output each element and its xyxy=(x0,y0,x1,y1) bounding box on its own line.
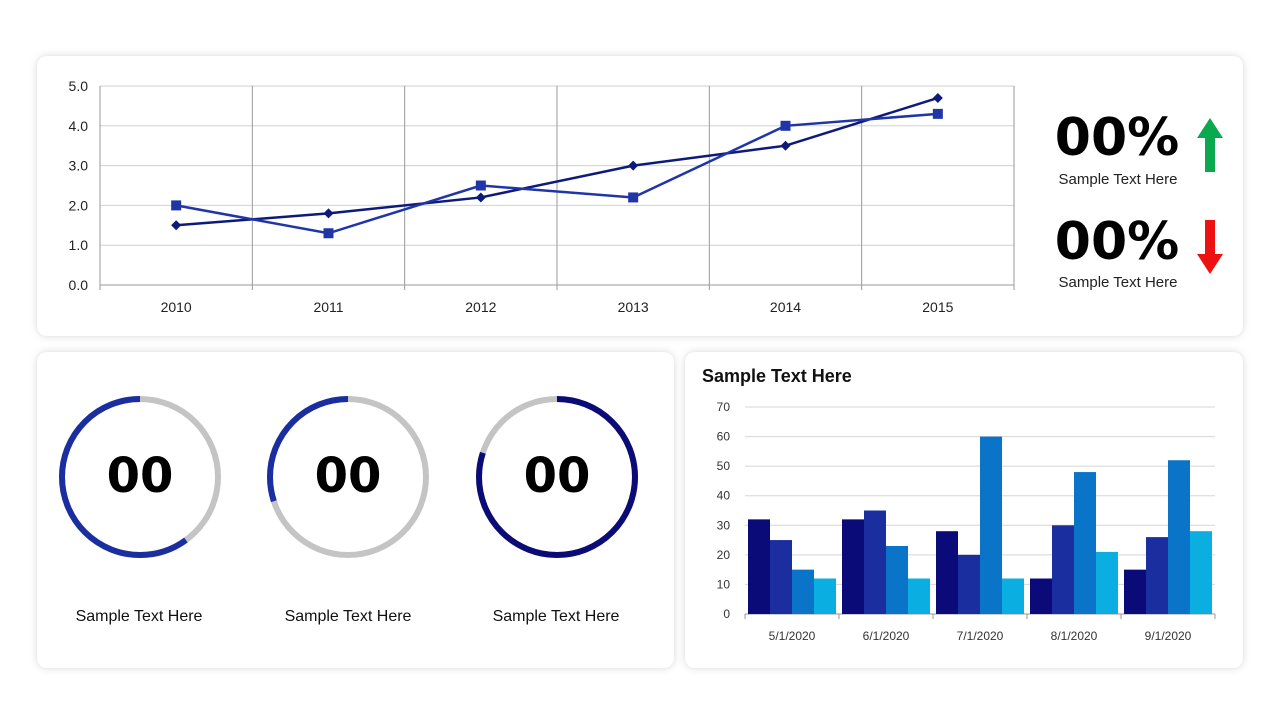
bar-chart: 0 10 20 30 40 50 60 70 5/1/2020 6/1/2020 7/1/2020 8… xyxy=(717,400,1216,643)
x-tick-label: 2011 xyxy=(313,299,343,315)
data-point-square xyxy=(323,228,334,239)
bar xyxy=(748,519,770,614)
bar xyxy=(1124,569,1146,614)
bar xyxy=(1074,472,1096,614)
y-tick-label: 0.0 xyxy=(69,277,89,293)
arrow-down-icon xyxy=(1197,220,1223,274)
ring-label-1: Sample Text Here xyxy=(75,608,203,625)
kpi-value-2: 00% xyxy=(1054,212,1180,272)
bar xyxy=(792,569,814,614)
kpi-value-1: 00% xyxy=(1054,108,1180,168)
ring-value-3: 00 xyxy=(523,448,591,504)
y-tick-label: 30 xyxy=(717,518,731,532)
bar xyxy=(936,531,958,614)
bar-chart-card: Sample Text Here 0 10 20 30 40 50 60 70 5/1/2020… xyxy=(685,352,1243,668)
bar xyxy=(1030,578,1052,614)
y-tick-label: 3.0 xyxy=(69,158,89,174)
y-tick-label: 5.0 xyxy=(69,78,89,94)
x-tick-label: 8/1/2020 xyxy=(1051,629,1098,643)
data-point-diamond xyxy=(171,220,182,231)
ring-progress-arc xyxy=(59,396,221,558)
bar xyxy=(842,519,864,614)
ring-progress-arc xyxy=(476,396,638,558)
data-point-diamond xyxy=(628,160,639,171)
bar xyxy=(1146,537,1168,614)
ring-value-2: 00 xyxy=(314,448,382,504)
data-point-diamond xyxy=(780,140,791,151)
y-tick-label: 60 xyxy=(717,430,731,444)
data-point-diamond xyxy=(475,192,486,203)
bar xyxy=(980,436,1002,614)
bar xyxy=(958,554,980,614)
bar xyxy=(1190,531,1212,614)
x-tick-label: 6/1/2020 xyxy=(863,629,910,643)
data-point-diamond xyxy=(323,208,334,219)
y-tick-label: 50 xyxy=(717,459,731,473)
x-tick-label: 2010 xyxy=(161,299,192,315)
data-point-square xyxy=(171,200,182,211)
bar xyxy=(770,540,792,614)
bar xyxy=(1168,460,1190,614)
ring-progress-arc xyxy=(267,396,429,558)
ring-value-1: 00 xyxy=(106,448,174,504)
series-line-2 xyxy=(175,112,938,235)
x-tick-label: 2014 xyxy=(770,299,801,315)
data-point-square xyxy=(628,192,639,203)
y-tick-label: 1.0 xyxy=(69,237,89,253)
progress-ring-1 xyxy=(59,396,221,558)
data-point-diamond xyxy=(932,92,943,103)
x-tick-label: 2012 xyxy=(465,299,496,315)
y-tick-label: 0 xyxy=(723,607,730,621)
x-tick-label: 5/1/2020 xyxy=(769,629,816,643)
y-tick-label: 4.0 xyxy=(69,118,89,134)
bar xyxy=(814,578,836,614)
progress-ring-3 xyxy=(476,396,638,558)
x-tick-label: 2015 xyxy=(922,299,953,315)
y-tick-label: 70 xyxy=(717,400,731,414)
x-tick-label: 9/1/2020 xyxy=(1145,629,1192,643)
bar-chart-title: Sample Text Here xyxy=(702,366,852,386)
y-tick-label: 40 xyxy=(717,489,731,503)
x-tick-label: 2013 xyxy=(618,299,649,315)
progress-ring-2 xyxy=(267,396,429,558)
y-tick-label: 10 xyxy=(717,577,731,591)
kpi-label-2: Sample Text Here xyxy=(1058,274,1178,291)
arrow-up-icon xyxy=(1197,118,1223,172)
data-point-square xyxy=(932,108,943,119)
bar xyxy=(1052,525,1074,614)
bar xyxy=(1002,578,1024,614)
line-chart: 0.0 1.0 2.0 3.0 4.0 5.0 2010 2011 2012 2013 2014 20… xyxy=(69,78,1015,315)
series-line-1 xyxy=(176,96,939,227)
bar xyxy=(864,510,886,614)
data-point-square xyxy=(475,180,486,191)
bar xyxy=(908,578,930,614)
kpi-label-1: Sample Text Here xyxy=(1058,171,1178,188)
x-tick-label: 7/1/2020 xyxy=(957,629,1004,643)
data-point-square xyxy=(780,120,791,131)
y-tick-label: 20 xyxy=(717,548,731,562)
progress-rings-card: 00 Sample Text Here 00 Sample Text Here … xyxy=(37,352,674,668)
bar xyxy=(886,545,908,614)
y-tick-label: 2.0 xyxy=(69,197,89,213)
ring-label-3: Sample Text Here xyxy=(492,608,620,625)
bar xyxy=(1096,551,1118,614)
line-chart-card: 0.0 1.0 2.0 3.0 4.0 5.0 2010 2011 2012 2013 2014 20… xyxy=(37,56,1243,336)
ring-label-2: Sample Text Here xyxy=(284,608,412,625)
